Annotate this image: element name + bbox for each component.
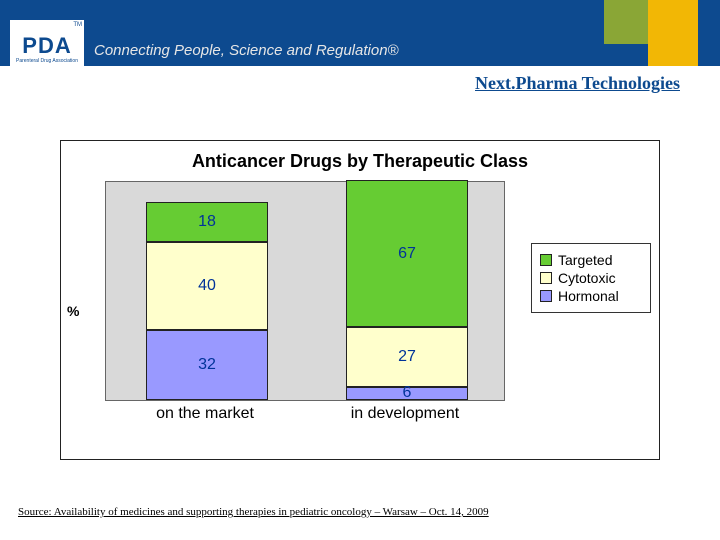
segment-targeted: 67	[346, 180, 468, 327]
x-label: on the market	[125, 405, 285, 423]
legend-label: Cytotoxic	[558, 270, 616, 286]
chart-legend: Targeted Cytotoxic Hormonal	[531, 243, 651, 313]
segment-cytotoxic: 40	[146, 242, 268, 330]
chart-container: Anticancer Drugs by Therapeutic Class % …	[60, 140, 660, 460]
segment-cytotoxic: 27	[346, 327, 468, 386]
logo-tm: TM	[73, 22, 82, 28]
source-citation: Source: Availability of medicines and su…	[18, 506, 489, 518]
x-label: in development	[325, 405, 485, 423]
legend-item-cytotoxic: Cytotoxic	[540, 270, 642, 286]
legend-label: Targeted	[558, 252, 612, 268]
segment-targeted: 18	[146, 202, 268, 242]
segment-hormonal: 32	[146, 330, 268, 400]
logo-text: PDA	[22, 35, 71, 57]
legend-item-targeted: Targeted	[540, 252, 642, 268]
legend-label: Hormonal	[558, 288, 619, 304]
legend-item-hormonal: Hormonal	[540, 288, 642, 304]
chart-title: Anticancer Drugs by Therapeutic Class	[61, 141, 659, 178]
tagline: Connecting People, Science and Regulatio…	[94, 42, 399, 59]
legend-swatch	[540, 254, 552, 266]
accent-green	[604, 0, 648, 44]
legend-swatch	[540, 290, 552, 302]
bar-on-the-market: 324018	[146, 202, 268, 400]
logo-subtext: Parenteral Drug Association	[16, 59, 78, 65]
legend-swatch	[540, 272, 552, 284]
header-bottom-bar: Next.Pharma Technologies	[0, 66, 720, 100]
chart-body: % 324018 62767 on the market in developmen…	[61, 181, 659, 441]
chart-plot: 324018 62767	[105, 181, 505, 401]
segment-hormonal: 6	[346, 387, 468, 400]
bar-in-development: 62767	[346, 180, 468, 400]
slide-header: TM PDA Parenteral Drug Association Conne…	[0, 0, 720, 100]
y-axis-label: %	[67, 303, 79, 319]
section-title: Next.Pharma Technologies	[475, 73, 680, 94]
